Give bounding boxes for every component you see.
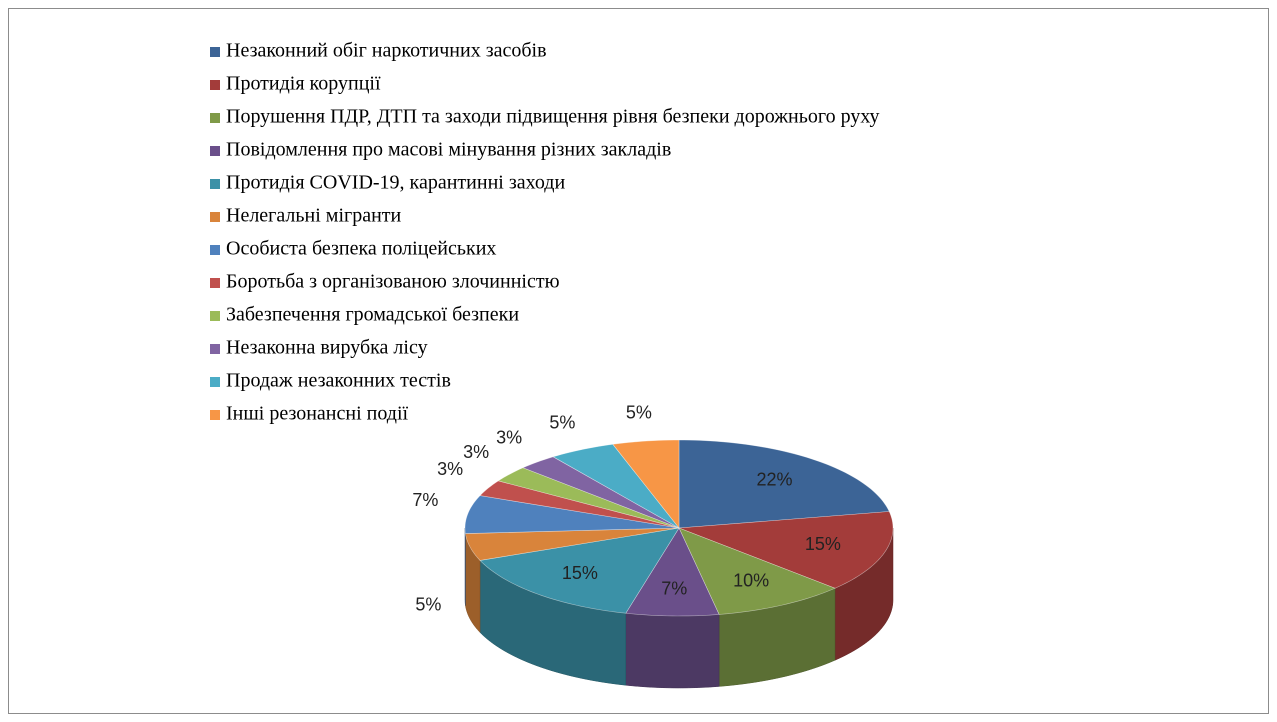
- slice: [552, 443, 680, 529]
- legend-label: Незаконна вирубка лісу: [226, 337, 428, 359]
- value-label: 5%: [626, 402, 652, 422]
- legend-label: Нелегальні мігранти: [226, 205, 402, 227]
- legend-label: Протидія COVID-19, карантинні заходи: [226, 172, 565, 194]
- value-label: 7%: [412, 490, 438, 510]
- legend-label: Особиста безпека поліцейських: [226, 238, 496, 260]
- slice: [464, 495, 680, 534]
- legend-swatch: [210, 179, 220, 189]
- legend-swatch: [210, 278, 220, 288]
- value-label: 10%: [733, 571, 769, 591]
- legend-swatch: [210, 311, 220, 321]
- legend-swatch: [210, 80, 220, 90]
- value-label: 3%: [463, 442, 489, 462]
- legend-label: Боротьба з організованою злочинністю: [226, 271, 560, 293]
- legend-label: Продаж незаконних тестів: [226, 370, 451, 392]
- legend-swatch: [210, 146, 220, 156]
- legend-label: Повідомлення про масові мінування різних…: [226, 139, 671, 161]
- slice: [479, 527, 680, 614]
- value-label: 7%: [661, 578, 687, 598]
- value-label: 15%: [805, 534, 841, 554]
- legend-label: Забезпечення громадської безпеки: [226, 304, 519, 326]
- legend-label: Протидія корупції: [226, 73, 381, 95]
- value-label: 3%: [437, 459, 463, 479]
- legend-swatch: [210, 113, 220, 123]
- legend-swatch: [210, 47, 220, 57]
- slice-side: [625, 612, 720, 689]
- slice: [678, 511, 894, 589]
- legend-swatch: [210, 377, 220, 387]
- slice: [625, 527, 720, 617]
- slice: [678, 439, 890, 529]
- slice: [465, 527, 680, 561]
- legend-swatch: [210, 410, 220, 420]
- legend-swatch: [210, 344, 220, 354]
- legend-label: Інші резонансні події: [226, 403, 409, 425]
- slice: [497, 467, 680, 529]
- legend-swatch: [210, 245, 220, 255]
- value-label: 3%: [496, 428, 522, 448]
- slice: [612, 439, 680, 529]
- slice: [678, 527, 836, 615]
- legend-label: Порушення ПДР, ДТП та заходи підвищення …: [226, 106, 880, 128]
- value-label: 5%: [415, 595, 441, 615]
- legend-label: Незаконний обіг наркотичних засобів: [226, 40, 547, 62]
- value-label: 22%: [756, 469, 792, 489]
- slice: [479, 480, 680, 529]
- value-label: 5%: [549, 413, 575, 433]
- value-label: 15%: [562, 563, 598, 583]
- slice: [522, 456, 680, 529]
- legend-swatch: [210, 212, 220, 222]
